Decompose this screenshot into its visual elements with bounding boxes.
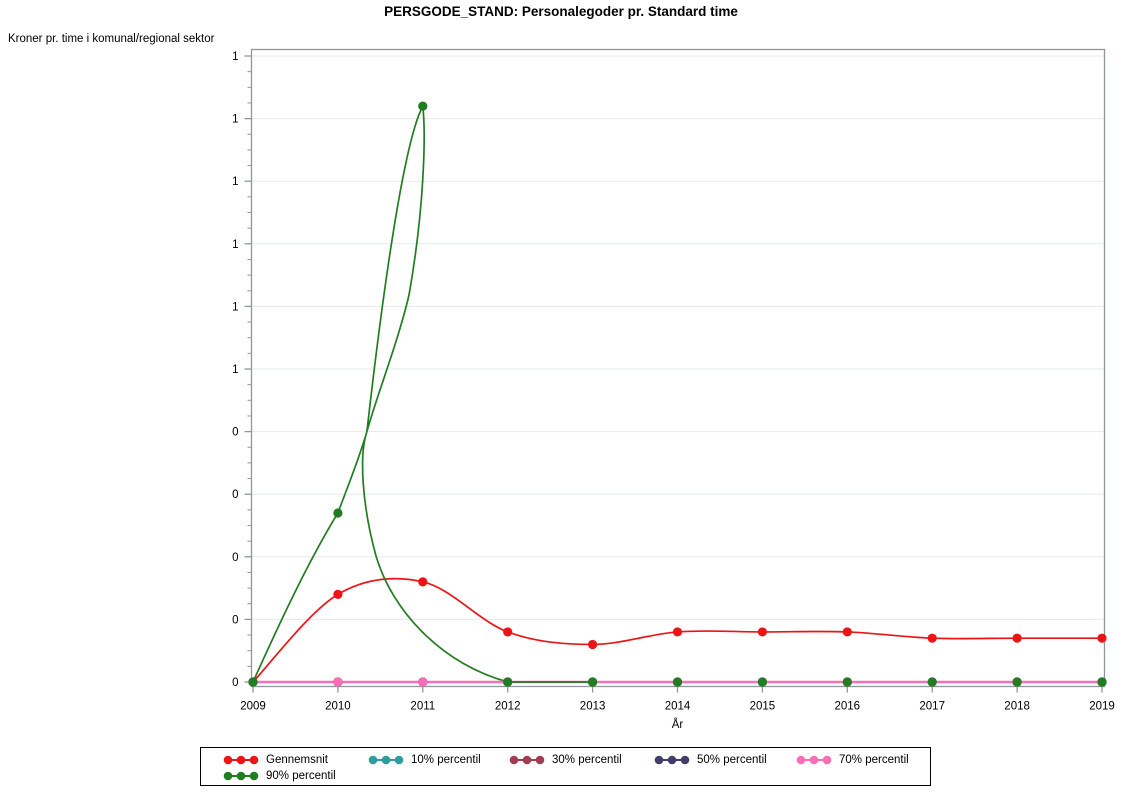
marker-gennemsnit	[1012, 633, 1022, 643]
x-axis-caption: År	[671, 719, 684, 731]
legend-label: 70% percentil	[839, 754, 909, 766]
x-tick-label: 2011	[410, 701, 435, 713]
legend-line-marker-icon	[223, 771, 259, 781]
x-tick-label: 2010	[325, 701, 351, 713]
marker-gennemsnit	[418, 577, 428, 587]
x-tick-label: 2019	[1089, 701, 1115, 713]
marker-90-percentil	[672, 677, 683, 687]
x-tick-label: 2017	[919, 701, 945, 713]
marker-90-percentil	[248, 677, 258, 687]
y-tick-label: 0	[232, 427, 238, 439]
y-tick-label: 1	[232, 51, 238, 63]
marker-90-percentil	[588, 677, 598, 687]
y-tick-label: 0	[232, 552, 238, 564]
chart-title: PERSGODE_STAND: Personalegoder pr. Stand…	[384, 4, 738, 19]
x-tick-label: 2015	[750, 701, 776, 713]
y-tick-label: 1	[232, 239, 238, 251]
legend-line-marker-icon	[796, 755, 832, 765]
y-tick-label: 0	[232, 614, 238, 626]
marker-gennemsnit	[588, 639, 598, 650]
legend-item-10-percentil: 10% percentil	[368, 752, 481, 768]
x-tick-label: 2018	[1004, 701, 1030, 713]
marker-90-percentil	[842, 677, 852, 687]
marker-90-percentil	[1097, 677, 1107, 687]
legend-line-marker-icon	[368, 755, 404, 765]
legend-line-marker-icon	[654, 755, 690, 765]
legend-label: 30% percentil	[552, 754, 622, 766]
plot-frame	[250, 48, 1106, 688]
x-tick-label: 2014	[665, 701, 691, 713]
legend-item-30-percentil: 30% percentil	[509, 752, 622, 768]
marker-70-percentil	[418, 677, 428, 687]
marker-gennemsnit	[333, 589, 343, 599]
y-tick-label: 1	[232, 364, 238, 376]
y-tick-label: 0	[232, 677, 238, 689]
marker-90-percentil	[927, 677, 937, 687]
marker-90-percentil	[333, 508, 343, 518]
y-axis-caption: Kroner pr. time i komunal/regional sekto…	[8, 33, 215, 45]
legend-label: 90% percentil	[266, 770, 336, 782]
marker-gennemsnit	[1097, 633, 1107, 643]
marker-90-percentil	[503, 677, 513, 687]
y-tick-label: 1	[232, 114, 238, 126]
marker-gennemsnit	[757, 627, 768, 637]
x-tick-label: 2016	[835, 701, 861, 713]
legend-item-50-percentil: 50% percentil	[654, 752, 767, 768]
marker-gennemsnit	[927, 633, 937, 643]
legend-label: 50% percentil	[697, 754, 767, 766]
y-tick-label: 1	[232, 301, 238, 313]
legend-item-gennemsnit: Gennemsnit	[223, 752, 328, 768]
marker-90-percentil	[418, 101, 428, 111]
legend-box: Gennemsnit 10% percentil 30% percentil 50% …	[200, 747, 931, 786]
x-tick-label: 2009	[240, 701, 266, 713]
marker-90-percentil	[1012, 677, 1022, 687]
x-tick-label: 2013	[580, 701, 606, 713]
plot-area: 0 0 0 0 0 1 1 1 1 1 1 2009 2010 2011 2012 2013 2014 2015 2…	[232, 48, 1115, 713]
marker-70-percentil	[333, 677, 343, 687]
legend-label: 10% percentil	[411, 754, 481, 766]
y-tick-label: 0	[232, 489, 238, 501]
legend-item-70-percentil: 70% percentil	[796, 752, 909, 768]
marker-gennemsnit	[672, 627, 683, 637]
legend-line-marker-icon	[509, 755, 545, 765]
legend-line-marker-icon	[223, 755, 259, 765]
x-tick-label: 2012	[495, 701, 521, 713]
series-line-90-percentil	[252, 103, 1102, 683]
marker-90-percentil	[757, 677, 768, 687]
legend-label: Gennemsnit	[266, 754, 329, 766]
y-tick-label: 1	[232, 176, 238, 188]
marker-gennemsnit	[503, 627, 513, 637]
legend-item-90-percentil: 90% percentil	[223, 768, 336, 784]
marker-gennemsnit	[842, 627, 852, 637]
